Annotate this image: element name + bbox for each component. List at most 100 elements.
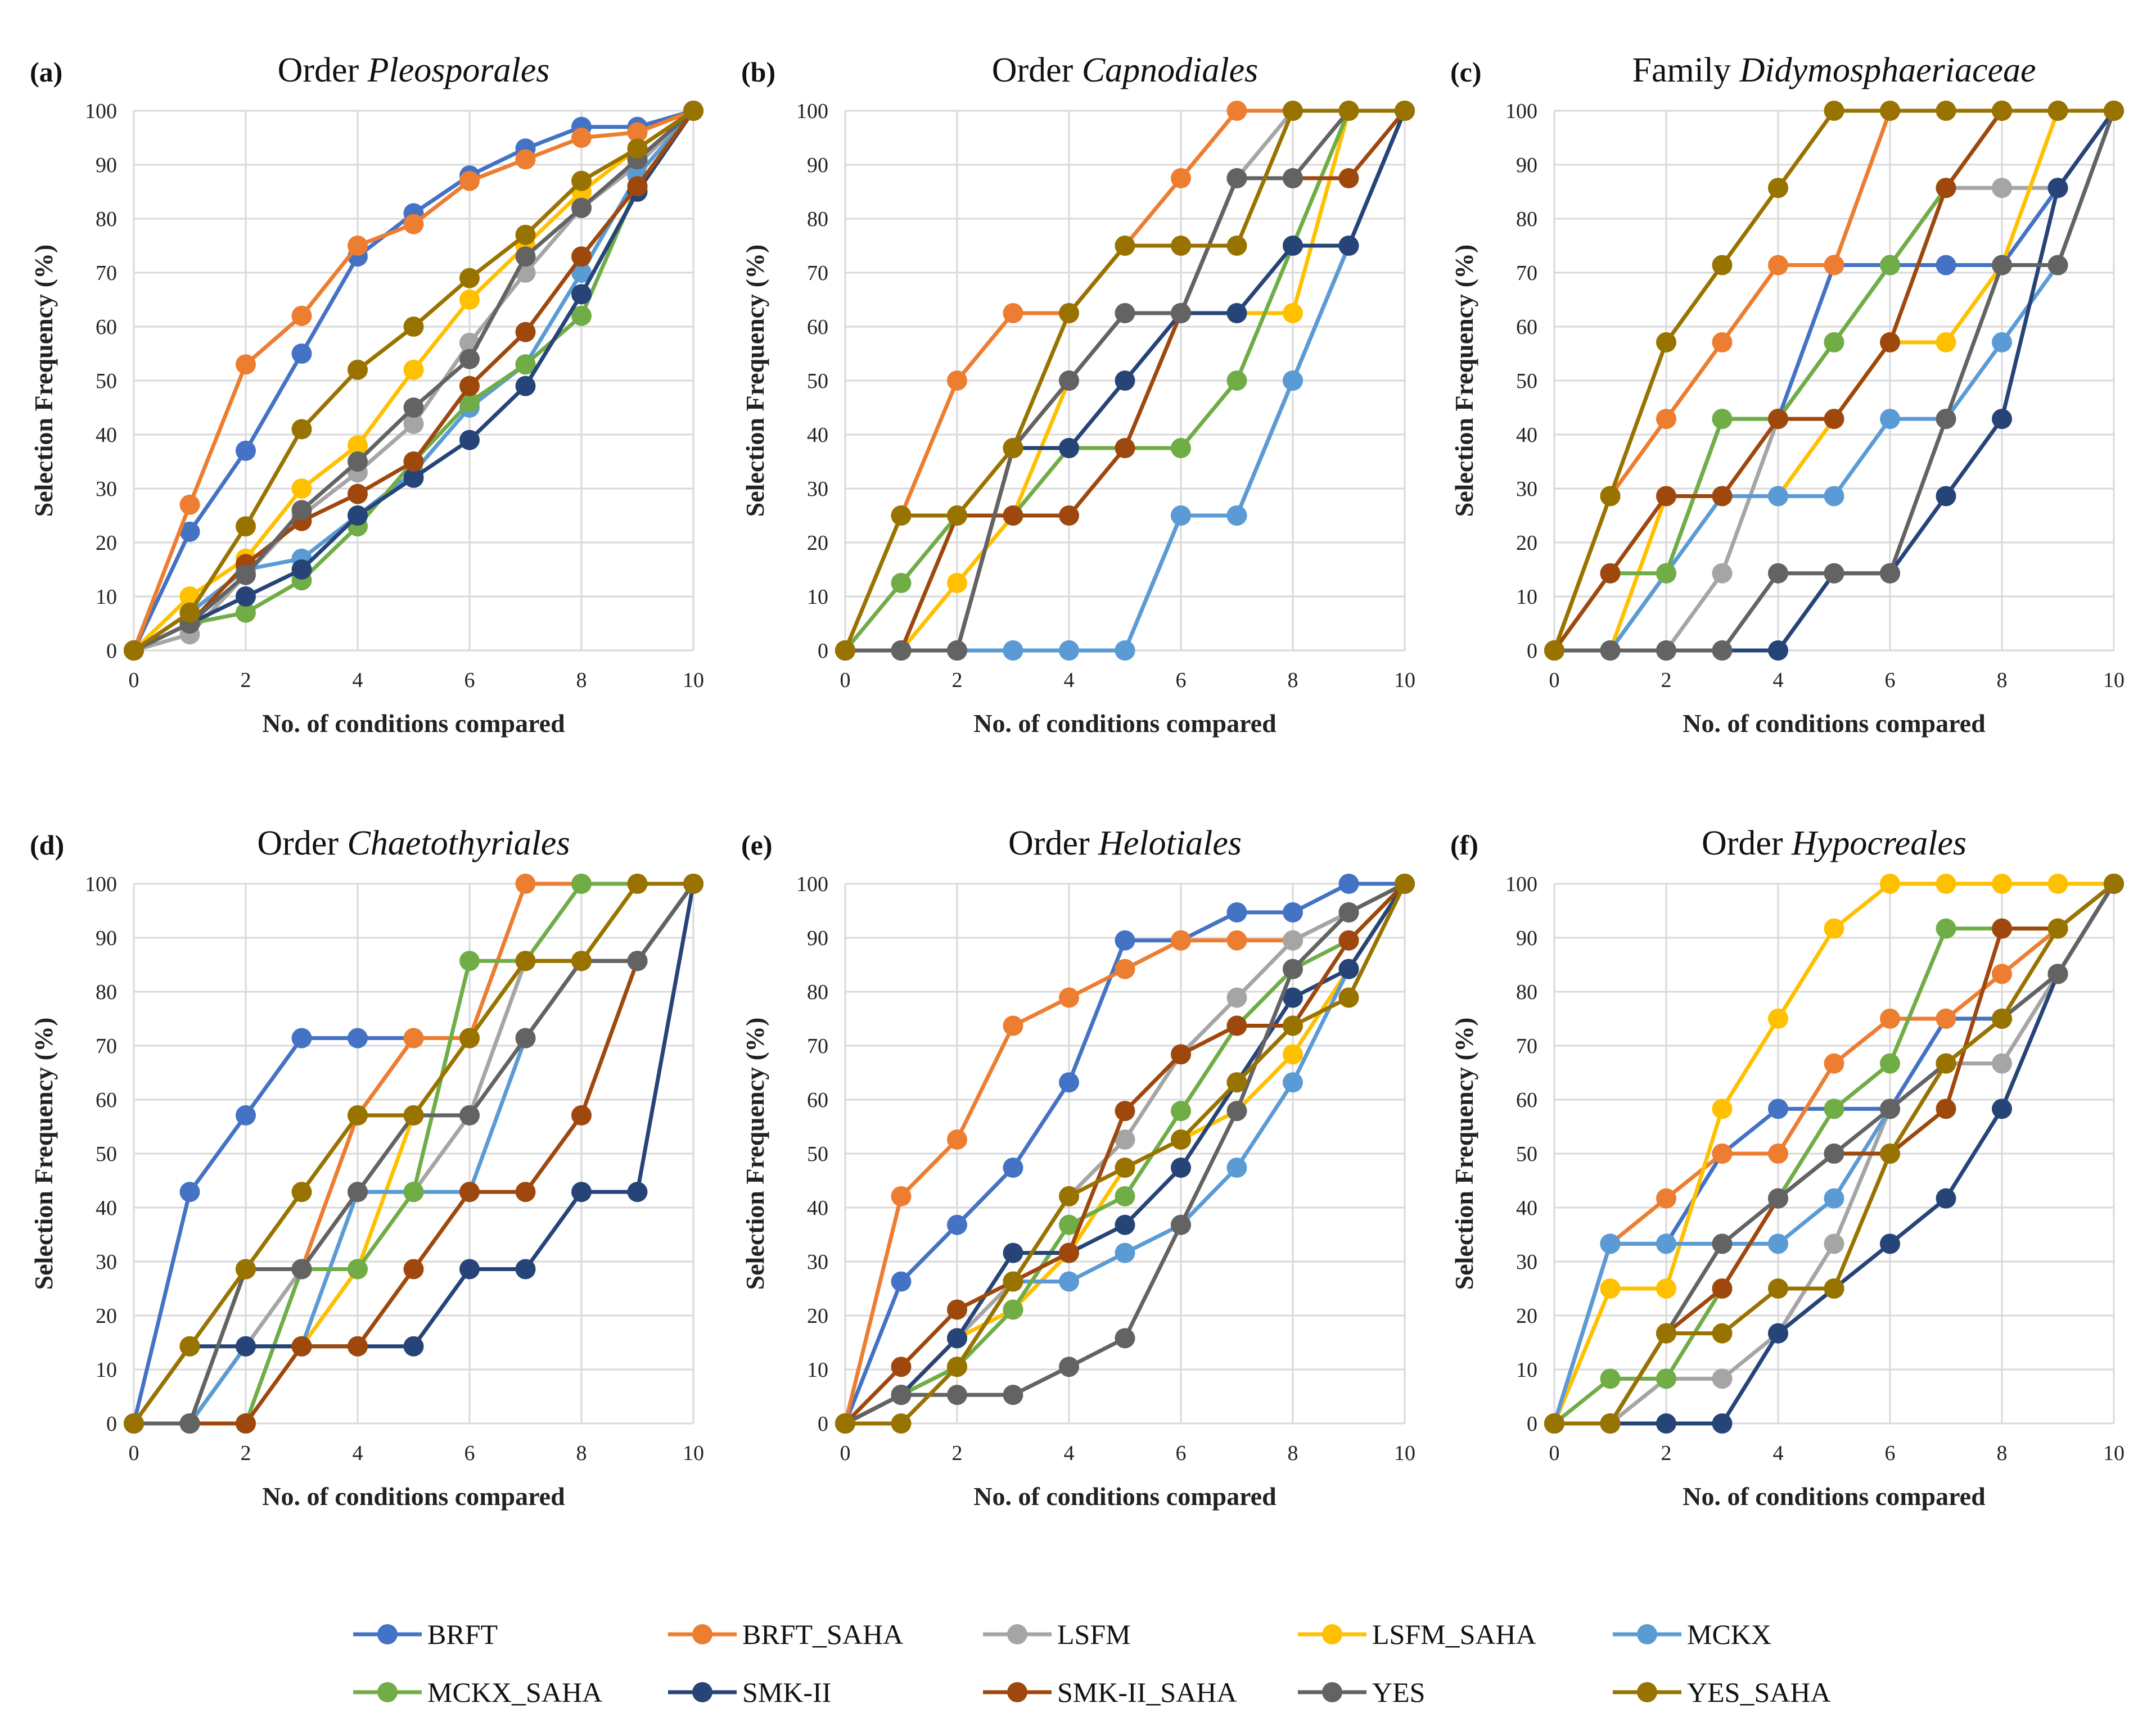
data-point-brft-saha bbox=[1656, 409, 1676, 430]
data-point-yes-saha bbox=[1824, 101, 1844, 121]
chart-panel-helotiales: 0 10 20 30 40 50 60 70 80 90 100 0 2 4 6 8 10 No. of cond… bbox=[741, 824, 1415, 1511]
y-tick-label: 90 bbox=[1516, 926, 1537, 950]
y-tick-label: 100 bbox=[85, 100, 117, 123]
data-point-yes bbox=[1226, 168, 1247, 188]
x-tick-label: 0 bbox=[840, 668, 851, 692]
y-tick-label: 50 bbox=[807, 369, 828, 393]
data-point-mckx bbox=[1283, 370, 1303, 391]
legend-marker bbox=[377, 1624, 398, 1644]
data-point-lsfm-saha bbox=[1768, 1009, 1788, 1029]
data-point-yes bbox=[947, 1385, 967, 1405]
x-tick-label: 8 bbox=[1288, 668, 1298, 692]
data-point-yes bbox=[1600, 640, 1621, 661]
y-tick-label: 20 bbox=[96, 1304, 117, 1328]
data-point-yes-saha bbox=[515, 951, 536, 971]
data-point-brft-saha bbox=[1824, 1053, 1844, 1074]
panel-label: (b) bbox=[741, 56, 775, 88]
data-point-yes bbox=[459, 1105, 480, 1126]
data-point-brft bbox=[891, 1271, 912, 1292]
y-tick-label: 70 bbox=[96, 261, 117, 285]
data-point-yes-saha bbox=[2104, 101, 2124, 121]
data-point-yes bbox=[1171, 303, 1191, 323]
data-point-mckx bbox=[1768, 486, 1788, 507]
legend-marker bbox=[377, 1682, 398, 1702]
y-axis-title: Selection Frequency (%) bbox=[29, 245, 58, 517]
data-point-smk-ii-saha bbox=[1656, 486, 1676, 507]
data-point-smk-ii bbox=[1115, 370, 1135, 391]
data-point-yes-saha bbox=[1544, 1413, 1564, 1434]
legend-marker bbox=[1007, 1682, 1027, 1702]
chart-title-prefix: Family bbox=[1632, 51, 1739, 89]
data-point-mckx bbox=[1656, 1233, 1676, 1254]
data-point-smk-ii bbox=[459, 430, 480, 450]
data-point-lsfm bbox=[1712, 563, 1733, 584]
data-point-brft-saha bbox=[1059, 987, 1079, 1008]
data-point-yes-saha bbox=[1600, 486, 1621, 507]
data-point-smk-ii-saha bbox=[947, 1299, 967, 1320]
y-tick-label: 40 bbox=[1516, 1196, 1537, 1220]
data-point-yes bbox=[459, 349, 480, 369]
x-tick-label: 8 bbox=[1288, 1441, 1298, 1465]
data-point-brft bbox=[1768, 1099, 1788, 1119]
data-point-lsfm-saha bbox=[403, 359, 424, 380]
x-tick-label: 8 bbox=[1997, 1441, 2008, 1465]
data-point-yes-saha bbox=[1059, 1186, 1079, 1206]
y-tick-label: 50 bbox=[1516, 369, 1537, 393]
data-point-smk-ii bbox=[1992, 409, 2012, 430]
data-point-yes-saha bbox=[1338, 987, 1359, 1008]
data-point-smk-ii bbox=[1338, 959, 1359, 979]
x-tick-label: 10 bbox=[1394, 668, 1415, 692]
y-tick-label: 80 bbox=[1516, 980, 1537, 1004]
legend-marker bbox=[1637, 1624, 1657, 1644]
legend-item-smk-ii: SMK-II bbox=[668, 1676, 831, 1708]
x-tick-label: 2 bbox=[1661, 668, 1672, 692]
data-point-smk-ii-saha bbox=[403, 1259, 424, 1280]
data-point-yes-saha bbox=[627, 874, 648, 894]
data-point-yes bbox=[1171, 1214, 1191, 1235]
data-point-brft bbox=[236, 440, 256, 461]
data-point-brft bbox=[1059, 1072, 1079, 1093]
data-point-lsfm-saha bbox=[1712, 1099, 1733, 1119]
data-point-yes-saha bbox=[2047, 918, 2068, 939]
data-point-yes bbox=[1115, 303, 1135, 323]
data-point-brft-saha bbox=[571, 128, 592, 148]
data-point-smk-ii-saha bbox=[1115, 1101, 1135, 1122]
y-tick-label: 80 bbox=[96, 207, 117, 231]
data-point-brft-saha bbox=[1936, 1009, 1956, 1029]
data-point-brft-saha bbox=[515, 874, 536, 894]
y-tick-label: 90 bbox=[807, 153, 828, 177]
y-tick-label: 100 bbox=[796, 100, 828, 123]
data-point-mckx-saha bbox=[1171, 1101, 1191, 1122]
data-point-smk-ii-saha bbox=[1936, 1099, 1956, 1119]
y-tick-label: 10 bbox=[1516, 585, 1537, 609]
data-point-yes-saha bbox=[1712, 255, 1733, 275]
legend: BRFT BRFT_SAHA LSFM LSFM_SAHA MCKX MCKX_SAHA S… bbox=[353, 1619, 1831, 1708]
data-point-lsfm-saha bbox=[2047, 874, 2068, 894]
data-point-yes-saha bbox=[515, 224, 536, 245]
data-point-smk-ii-saha bbox=[627, 176, 648, 197]
data-point-yes-saha bbox=[891, 1413, 912, 1434]
data-point-yes-saha bbox=[1226, 1072, 1247, 1093]
data-point-smk-ii-saha bbox=[1338, 168, 1359, 188]
data-point-mckx bbox=[1880, 409, 1900, 430]
data-point-smk-ii-saha bbox=[1338, 930, 1359, 951]
data-point-yes bbox=[1226, 1101, 1247, 1122]
data-point-yes bbox=[179, 1413, 200, 1434]
data-point-yes-saha bbox=[1395, 101, 1415, 121]
data-point-smk-ii-saha bbox=[1226, 1015, 1247, 1036]
data-point-yes bbox=[1768, 563, 1788, 584]
x-tick-label: 0 bbox=[129, 668, 139, 692]
chart-panel-pleosporales: 0 10 20 30 40 50 60 70 80 90 100 0 2 4 6 8 10 No. of cond… bbox=[29, 51, 704, 738]
data-point-yes-saha bbox=[1992, 1009, 2012, 1029]
data-point-smk-ii-saha bbox=[1059, 505, 1079, 526]
data-point-smk-ii bbox=[1768, 1323, 1788, 1344]
data-point-brft-saha bbox=[1171, 930, 1191, 951]
data-point-yes-saha bbox=[835, 640, 855, 661]
data-point-yes-saha bbox=[1936, 1053, 1956, 1074]
series-yes-saha bbox=[1544, 101, 2124, 661]
x-tick-label: 4 bbox=[1773, 1441, 1784, 1465]
x-axis-title: No. of conditions compared bbox=[973, 1482, 1277, 1511]
x-tick-label: 10 bbox=[2103, 668, 2125, 692]
data-point-mckx-saha bbox=[459, 951, 480, 971]
legend-label: MCKX bbox=[1687, 1619, 1771, 1650]
